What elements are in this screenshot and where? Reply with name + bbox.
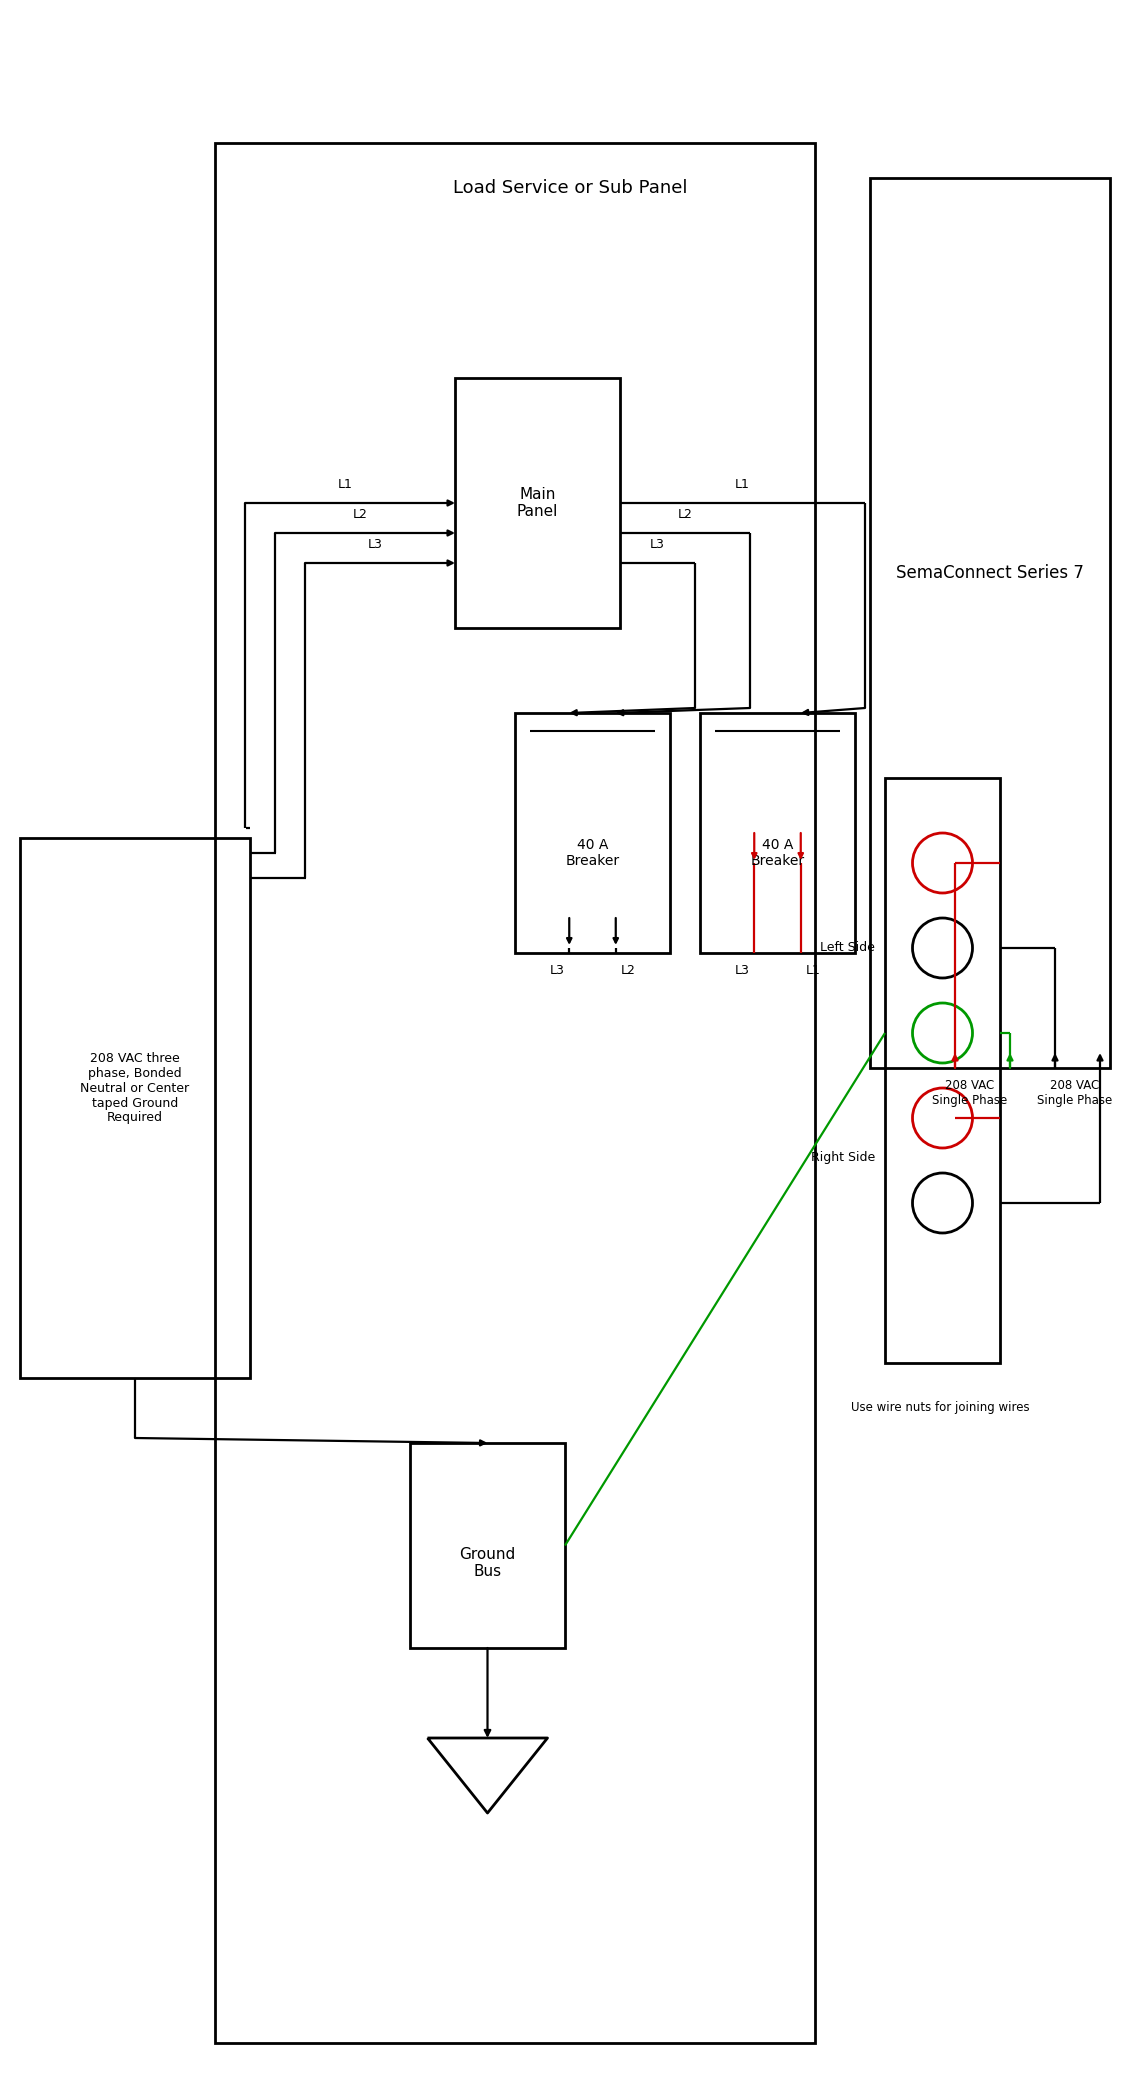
Text: L2: L2	[353, 508, 367, 522]
Text: SemaConnect Series 7: SemaConnect Series 7	[896, 564, 1084, 581]
Text: Ground
Bus: Ground Bus	[460, 1546, 515, 1580]
Bar	[699, 713, 855, 952]
Text: L2: L2	[620, 965, 635, 978]
Text: 40 A
Breaker: 40 A Breaker	[565, 837, 619, 869]
Text: L3: L3	[367, 539, 382, 552]
Text: L3: L3	[650, 539, 664, 552]
Text: Right Side: Right Side	[810, 1152, 875, 1164]
Text: Load Service or Sub Panel: Load Service or Sub Panel	[453, 178, 687, 197]
Text: 208 VAC
Single Phase: 208 VAC Single Phase	[932, 1078, 1008, 1108]
Bar	[215, 143, 815, 2043]
Bar	[885, 778, 1000, 1364]
Text: 208 VAC three
phase, Bonded
Neutral or Center
taped Ground
Required: 208 VAC three phase, Bonded Neutral or C…	[80, 1051, 190, 1125]
Text: L2: L2	[678, 508, 693, 522]
Text: Left Side: Left Side	[820, 942, 875, 955]
Text: Main
Panel: Main Panel	[516, 487, 558, 518]
Bar	[410, 1443, 565, 1649]
Text: L1: L1	[338, 478, 353, 491]
Text: L1: L1	[806, 965, 820, 978]
Text: Use wire nuts for joining wires: Use wire nuts for joining wires	[851, 1401, 1029, 1414]
Bar	[870, 178, 1110, 1068]
Text: 208 VAC
Single Phase: 208 VAC Single Phase	[1037, 1078, 1113, 1108]
Bar	[455, 378, 620, 627]
Bar	[515, 713, 670, 952]
Bar	[20, 837, 250, 1378]
Text: L3: L3	[550, 965, 565, 978]
Text: 40 A
Breaker: 40 A Breaker	[750, 837, 805, 869]
Text: L1: L1	[734, 478, 750, 491]
Text: L3: L3	[734, 965, 749, 978]
